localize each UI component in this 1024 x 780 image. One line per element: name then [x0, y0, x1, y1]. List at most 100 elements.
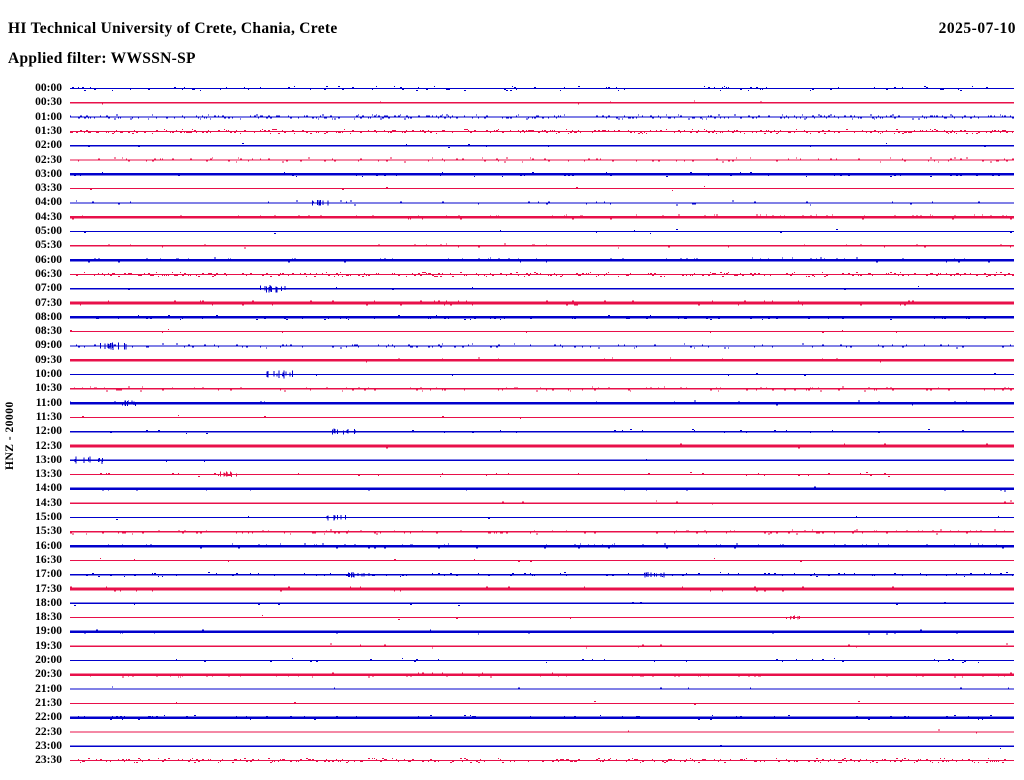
- trace-baseline-0930: [70, 358, 1014, 362]
- trace-baseline-1500: [70, 516, 1014, 519]
- time-label-0800: 08:00: [35, 310, 62, 323]
- trace-noise-1830: [262, 615, 800, 621]
- trace-baseline-1800: [70, 602, 1014, 604]
- trace-noise-0400: [76, 200, 980, 206]
- time-label-0300: 03:00: [35, 167, 62, 180]
- trace-noise-1330: [100, 471, 890, 478]
- time-label-2130: 21:30: [35, 696, 62, 709]
- trace-noise-2200: [78, 715, 997, 721]
- time-label-0900: 09:00: [35, 339, 62, 352]
- trace-baseline-2300: [70, 745, 1014, 747]
- time-label-0600: 06:00: [35, 253, 62, 266]
- trace-noise-1030: [74, 386, 1012, 392]
- trace-baseline-0430: [70, 215, 1014, 219]
- trace-noise-0230: [78, 157, 1014, 163]
- trace-baseline-1030: [70, 388, 1014, 390]
- trace-noise-1730: [70, 586, 1011, 592]
- trace-noise-0700: [128, 284, 919, 293]
- trace-noise-0330: [90, 186, 705, 192]
- trace-baseline-0130: [70, 130, 1014, 132]
- trace-baseline-2030: [70, 673, 1014, 677]
- trace-baseline-1830: [70, 617, 1014, 619]
- trace-noise-1400: [102, 486, 1006, 492]
- time-label-1100: 11:00: [35, 396, 62, 409]
- trace-baseline-0700: [70, 288, 1014, 290]
- trace-noise-1800: [74, 601, 946, 606]
- time-label-0630: 06:30: [35, 267, 62, 280]
- trace-baseline-1600: [70, 544, 1014, 548]
- trace-baseline-2200: [70, 716, 1014, 719]
- time-label-1630: 16:30: [35, 553, 62, 566]
- station-title: HI Technical University of Crete, Chania…: [8, 20, 338, 37]
- trace-baseline-1700: [70, 574, 1014, 576]
- trace-noise-0300: [74, 171, 1003, 177]
- trace-baseline-1730: [70, 587, 1014, 591]
- time-label-0700: 07:00: [35, 282, 62, 295]
- trace-baseline-0530: [70, 245, 1014, 247]
- trace-noise-0530: [108, 243, 1011, 249]
- time-label-2330: 23:30: [35, 754, 62, 767]
- time-label-1800: 18:00: [35, 596, 62, 609]
- time-label-0830: 08:30: [35, 325, 62, 338]
- applied-filter-label: Applied filter: WWSSN-SP: [8, 50, 196, 67]
- time-label-1930: 19:30: [35, 639, 62, 652]
- time-label-1500: 15:00: [35, 511, 62, 523]
- time-label-2000: 20:00: [35, 654, 62, 666]
- trace-baseline-0830: [70, 331, 1014, 333]
- trace-baseline-2100: [70, 688, 1014, 690]
- trace-baseline-1930: [70, 645, 1014, 647]
- trace-noise-1000: [266, 370, 996, 379]
- time-label-1400: 14:00: [35, 482, 62, 495]
- trace-noise-1530: [70, 529, 1005, 535]
- trace-noise-2230: [628, 729, 977, 734]
- trace-noise-1430: [502, 500, 1012, 505]
- time-label-1230: 12:30: [35, 439, 62, 452]
- trace-baseline-0400: [70, 202, 1014, 204]
- trace-baseline-1900: [70, 630, 1014, 634]
- trace-baseline-1200: [70, 431, 1014, 433]
- time-label-2100: 21:00: [35, 682, 62, 695]
- time-label-0100: 01:00: [35, 110, 62, 123]
- time-label-1200: 12:00: [35, 425, 62, 438]
- trace-noise-1300: [74, 456, 647, 464]
- trace-noise-2330: [78, 758, 1006, 764]
- trace-noise-0430: [72, 214, 1012, 220]
- trace-noise-2300: [720, 744, 1001, 749]
- trace-baseline-0330: [70, 188, 1014, 190]
- time-label-0430: 04:30: [35, 210, 62, 223]
- trace-noise-0600: [78, 257, 1014, 263]
- time-label-1300: 13:00: [35, 453, 62, 466]
- trace-noise-2100: [112, 686, 1009, 689]
- trace-noise-1130: [82, 414, 521, 419]
- trace-noise-0100: [70, 114, 1014, 120]
- trace-noise-0000: [72, 86, 988, 91]
- time-label-0230: 02:30: [35, 153, 62, 166]
- trace-noise-0900: [76, 342, 1011, 350]
- record-date: 2025-07-10: [938, 20, 1016, 37]
- time-label-1600: 16:00: [35, 539, 62, 552]
- trace-baseline-0030: [70, 102, 1014, 104]
- trace-noise-2030: [70, 672, 1012, 678]
- trace-noise-1230: [104, 443, 1004, 449]
- time-label-1030: 10:30: [35, 382, 62, 395]
- time-label-0400: 04:00: [35, 196, 62, 209]
- time-label-0030: 00:30: [35, 96, 62, 109]
- time-label-0000: 00:00: [35, 82, 62, 94]
- trace-baseline-1400: [70, 487, 1014, 491]
- trace-noise-1600: [78, 543, 1004, 549]
- trace-baseline-1000: [70, 373, 1014, 376]
- trace-noise-0500: [84, 229, 1012, 234]
- trace-baseline-0200: [70, 145, 1014, 147]
- time-label-0200: 02:00: [35, 139, 62, 152]
- trace-baseline-1330: [70, 474, 1014, 476]
- trace-baseline-0230: [70, 159, 1014, 161]
- trace-baseline-0600: [70, 258, 1014, 262]
- trace-baseline-2230: [70, 731, 1014, 733]
- time-label-0730: 07:30: [35, 296, 62, 309]
- time-label-0930: 09:30: [35, 353, 62, 366]
- trace-baseline-1230: [70, 444, 1014, 448]
- time-label-1900: 19:00: [35, 625, 62, 638]
- trace-noise-0830: [70, 329, 897, 334]
- time-label-1730: 17:30: [35, 582, 62, 595]
